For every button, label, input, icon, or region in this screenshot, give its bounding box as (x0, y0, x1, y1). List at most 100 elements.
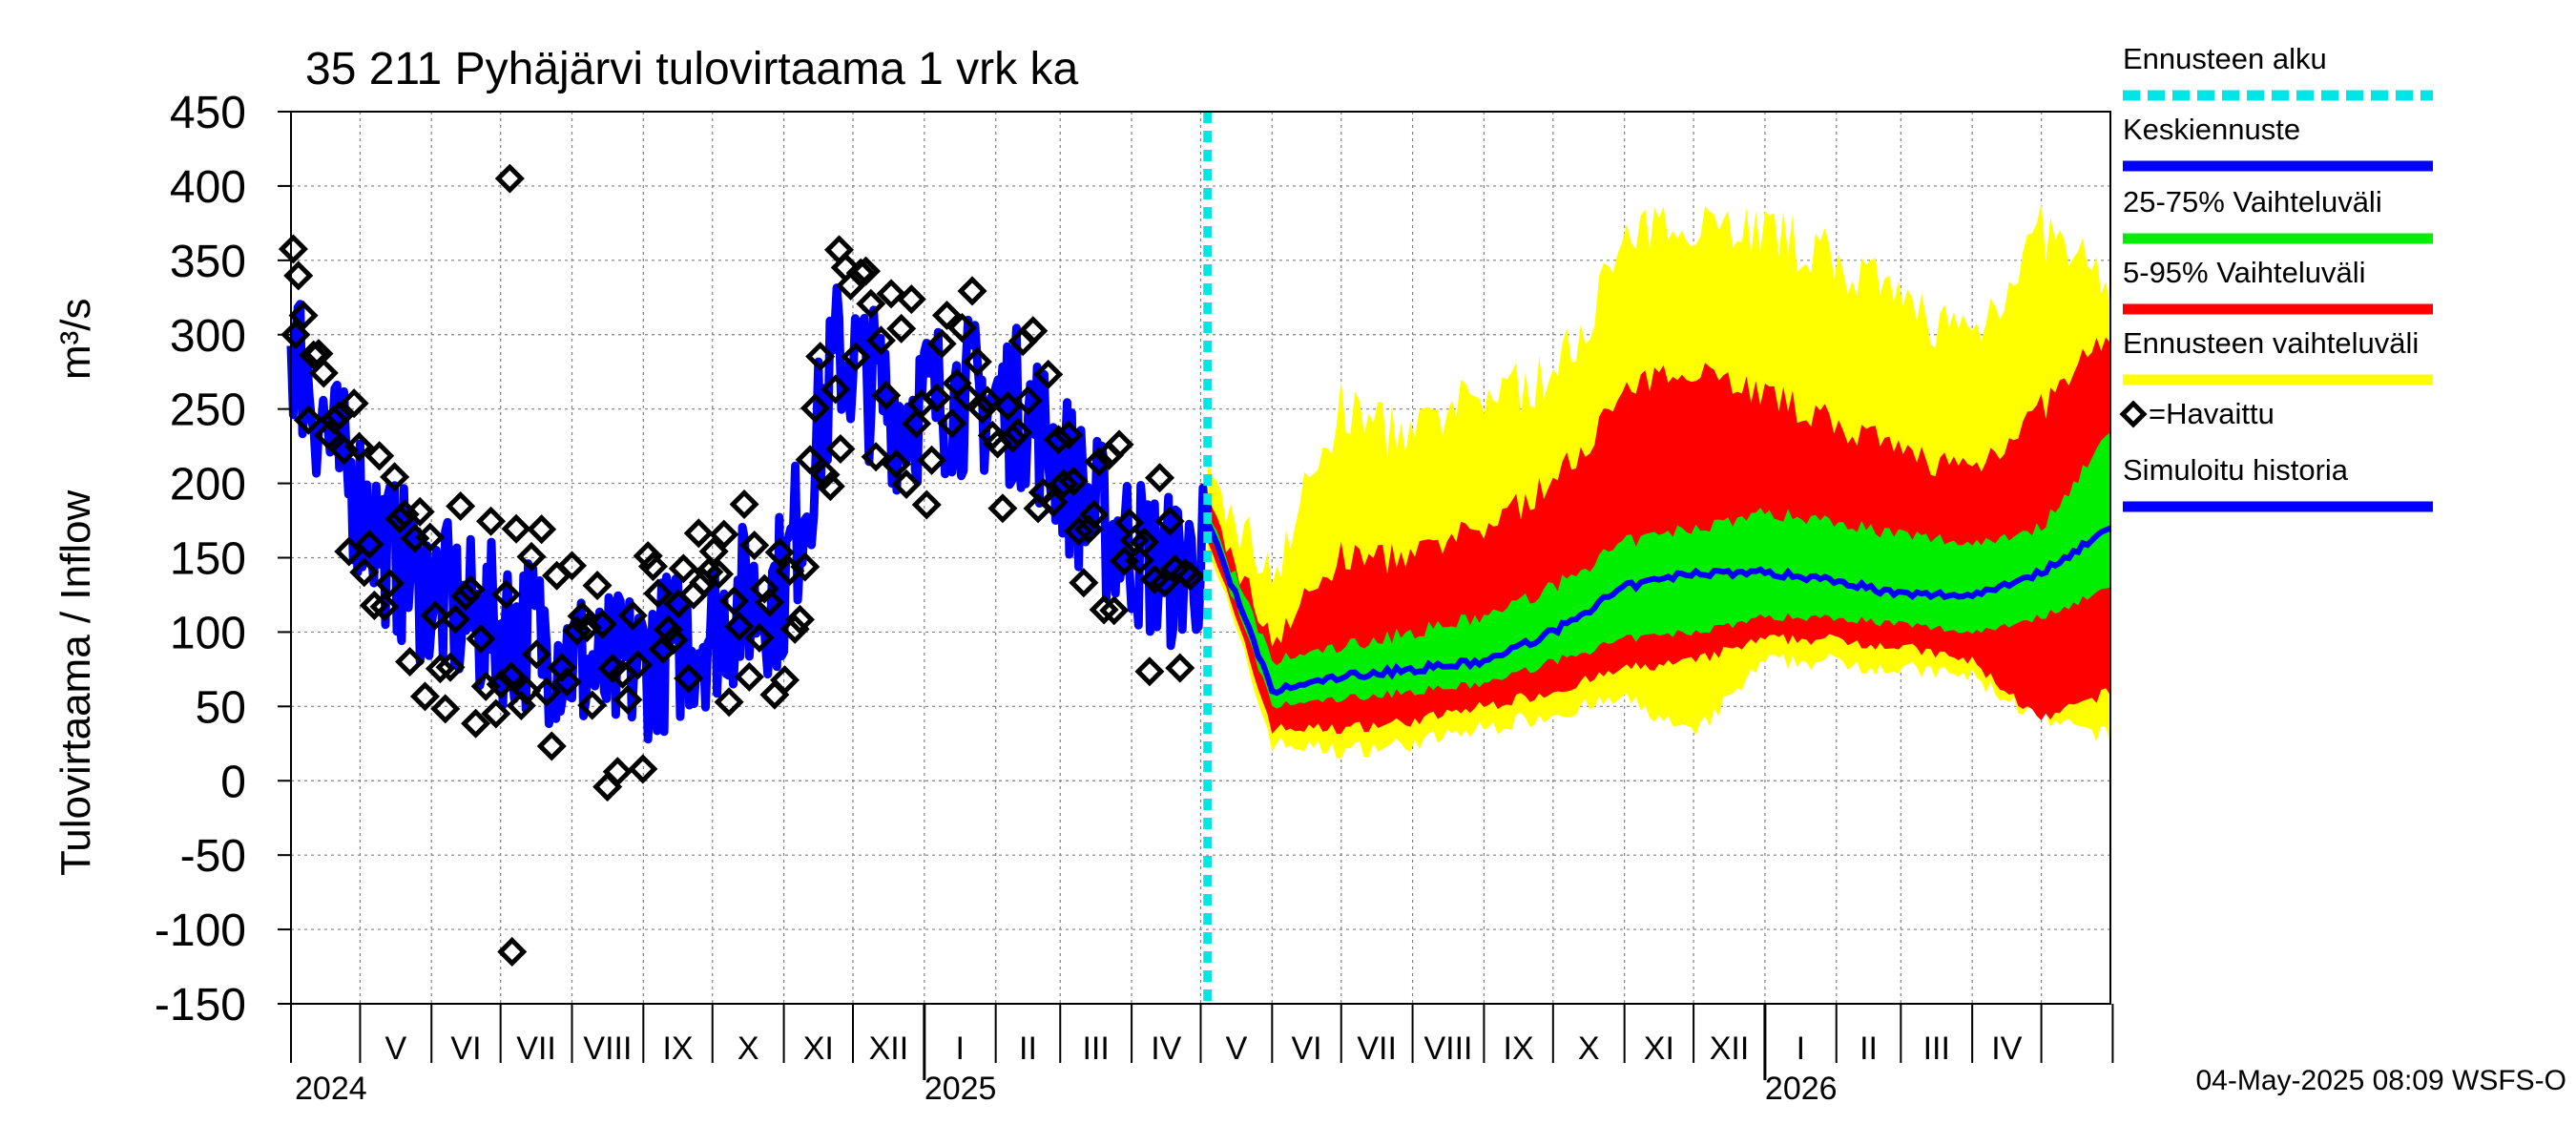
observed-point (380, 462, 410, 492)
month-label: IX (662, 1030, 693, 1067)
y-tick-label: 400 (170, 162, 246, 213)
observed-point (917, 445, 947, 475)
observed-point (1018, 316, 1049, 346)
observed-point (521, 639, 551, 670)
observed-point (334, 536, 364, 567)
observed-point (547, 653, 577, 683)
month-label: VIII (1423, 1030, 1472, 1067)
observed-point (486, 669, 516, 699)
observed-point (703, 559, 735, 590)
y-tick-label: 250 (170, 385, 246, 436)
observed-point (409, 681, 441, 712)
observed-point (795, 445, 825, 475)
year-label: 2024 (295, 1071, 367, 1107)
month-label: II (1019, 1030, 1037, 1067)
observed-point (369, 592, 400, 622)
observed-point (972, 385, 1003, 416)
observed-point (823, 235, 855, 265)
observed-point (430, 694, 461, 724)
observed-point (1134, 656, 1165, 687)
observed-point (1089, 594, 1119, 625)
observed-point (425, 654, 455, 684)
observed-point (435, 652, 466, 682)
observed-point (709, 519, 739, 550)
observed-point (1064, 516, 1094, 547)
observed-point (987, 493, 1018, 524)
y-axis: 450 400 350 300 250 200 150 100 50 0 -50 -100 -150 (155, 88, 291, 1030)
forecast-bands (1207, 202, 2110, 759)
observed-point (815, 471, 845, 502)
observed-point (856, 288, 886, 319)
observed-point (288, 301, 319, 331)
observed-point (354, 529, 384, 560)
observed-point (536, 731, 567, 761)
observed-point (770, 665, 800, 696)
observed-point (567, 601, 597, 632)
month-label: XI (803, 1030, 834, 1067)
y-tick-label: -150 (155, 980, 246, 1030)
observed-point (420, 600, 450, 631)
observed-point (1165, 653, 1195, 683)
observed-point (1144, 463, 1175, 493)
observed-point (668, 553, 698, 584)
observed-point (931, 300, 963, 331)
observed-point (359, 590, 389, 620)
observed-point (446, 490, 476, 522)
observed-point (1038, 487, 1069, 518)
year-label: 2026 (1765, 1071, 1838, 1107)
observed-point (1003, 417, 1033, 448)
observed-point (850, 256, 882, 286)
y-tick-label: 150 (170, 534, 246, 585)
observed-point (764, 537, 795, 568)
observed-point (511, 676, 542, 706)
observed-point (805, 342, 836, 372)
month-label: XII (869, 1030, 909, 1067)
legend-label: Keskiennuste (2123, 113, 2300, 146)
observed-point (926, 328, 957, 359)
observed-point (790, 552, 821, 582)
observed-point (1058, 467, 1089, 497)
observed-point (861, 442, 891, 472)
observed-point (1043, 425, 1073, 455)
month-label: IV (1151, 1030, 1181, 1067)
observed-point (623, 650, 654, 680)
month-label: IV (1991, 1030, 2022, 1067)
observed-point (718, 586, 749, 616)
observed-point (825, 433, 856, 465)
y-axis-label: Tulovirtaama / Inflow m³/s (52, 298, 99, 876)
observed-point (1084, 447, 1114, 477)
observed-point (278, 234, 308, 264)
observed-point (937, 408, 967, 439)
observed-point (490, 579, 521, 610)
observed-point (1174, 561, 1205, 592)
observed-point (957, 276, 987, 306)
observed-point (911, 489, 942, 520)
observed-point (946, 313, 977, 344)
observed-point (461, 708, 491, 739)
observed-point (1154, 506, 1185, 536)
observed-point (405, 496, 435, 527)
observed-point (343, 431, 374, 462)
y-tick-label: 200 (170, 460, 246, 510)
observed-point (1053, 420, 1084, 450)
observed-point (653, 614, 683, 645)
legend-label: Simuloitu historia (2123, 453, 2349, 487)
observed-point (481, 698, 511, 729)
observed-point (865, 325, 896, 356)
observed-point (922, 383, 952, 413)
observed-point (339, 388, 369, 419)
observed-point (658, 625, 689, 656)
month-label: I (1797, 1030, 1805, 1067)
observed-point (698, 536, 729, 567)
timestamp-footer: 04-May-2025 08:09 WSFS-O (2196, 1065, 2567, 1096)
observed-point (299, 340, 329, 370)
observed-point (637, 552, 669, 582)
month-label: II (1859, 1030, 1878, 1067)
month-label: III (1082, 1030, 1109, 1067)
month-label: VI (450, 1030, 481, 1067)
observed-point (891, 468, 922, 499)
observed-point (628, 754, 658, 784)
observed-point (755, 587, 785, 617)
observed-point (501, 513, 531, 544)
observed-point (450, 581, 481, 612)
